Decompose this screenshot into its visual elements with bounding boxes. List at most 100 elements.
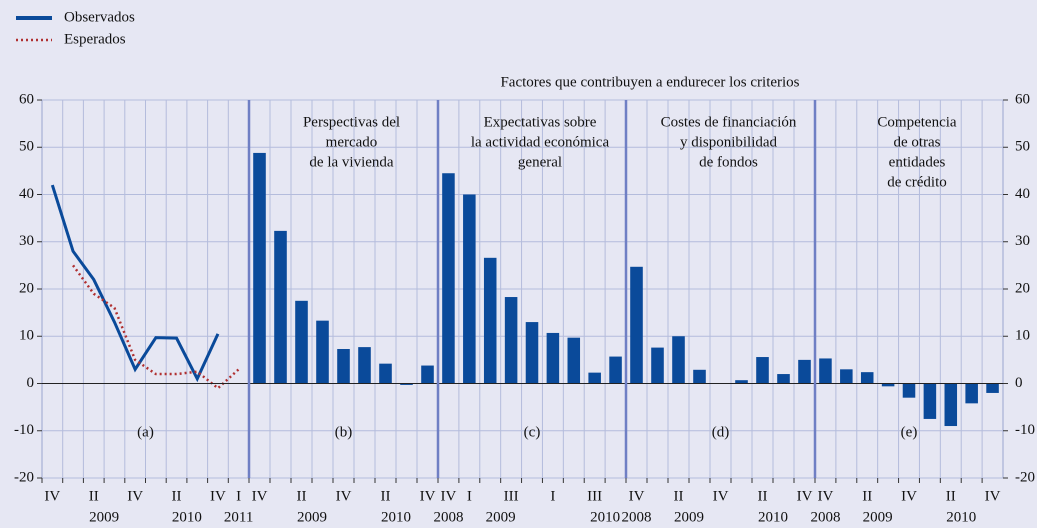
x-tick-label: I bbox=[236, 488, 241, 504]
panel-title: Costes de financiación bbox=[661, 114, 797, 130]
x-tick-label: IV bbox=[441, 488, 457, 504]
panel-title: de crédito bbox=[887, 174, 947, 190]
x-tick-label: IV bbox=[252, 488, 268, 504]
x-tick-label: IV bbox=[901, 488, 917, 504]
panel-label: (b) bbox=[335, 424, 353, 440]
x-tick-label: II bbox=[946, 488, 956, 504]
bar bbox=[735, 380, 748, 384]
bar bbox=[986, 383, 999, 393]
year-label: 2009 bbox=[297, 509, 327, 525]
y-tick-label: -20 bbox=[14, 469, 34, 485]
x-tick-label: IV bbox=[44, 488, 60, 504]
y-tick-label: 10 bbox=[19, 328, 34, 344]
bar bbox=[379, 363, 392, 384]
x-tick-label: IV bbox=[336, 488, 352, 504]
panel-label: (d) bbox=[712, 424, 730, 440]
panel-title: Perspectivas del bbox=[303, 114, 400, 130]
y-tick-label: 20 bbox=[19, 280, 34, 296]
y2-tick-label: 20 bbox=[1015, 280, 1030, 296]
bar bbox=[798, 359, 811, 384]
bar bbox=[965, 383, 978, 404]
bar bbox=[630, 266, 643, 384]
bar bbox=[337, 349, 350, 384]
x-tick-label: II bbox=[297, 488, 307, 504]
y2-tick-label: 10 bbox=[1015, 328, 1030, 344]
bar bbox=[860, 372, 874, 384]
x-tick-label: IV bbox=[629, 488, 645, 504]
bar bbox=[840, 369, 853, 384]
year-label: 2008 bbox=[622, 509, 652, 525]
y2-tick-label: 0 bbox=[1015, 375, 1023, 391]
panel-label: (e) bbox=[901, 424, 918, 440]
year-label: 2010 bbox=[590, 509, 620, 525]
bar bbox=[609, 356, 622, 384]
bar bbox=[777, 374, 790, 384]
panel-title: de fondos bbox=[699, 154, 758, 170]
bar bbox=[902, 383, 916, 398]
bar bbox=[504, 297, 518, 384]
x-tick-label: III bbox=[587, 488, 602, 504]
panel-title: Competencia bbox=[877, 114, 956, 130]
year-label: 2008 bbox=[810, 509, 840, 525]
bar bbox=[588, 372, 601, 384]
legend-label: Esperados bbox=[64, 31, 126, 47]
y-tick-label: 0 bbox=[27, 375, 35, 391]
bar bbox=[693, 369, 706, 384]
bar bbox=[483, 257, 497, 384]
x-tick-label: II bbox=[172, 488, 182, 504]
year-label: 2010 bbox=[758, 509, 788, 525]
year-label: 2008 bbox=[433, 509, 463, 525]
bar bbox=[442, 173, 455, 384]
bar bbox=[819, 358, 832, 384]
year-label: 2009 bbox=[89, 509, 119, 525]
year-label: 2010 bbox=[946, 509, 976, 525]
x-tick-label: III bbox=[504, 488, 519, 504]
bar bbox=[421, 365, 434, 384]
y-tick-label: 40 bbox=[19, 186, 34, 202]
x-tick-label: IV bbox=[713, 488, 729, 504]
year-label: 2011 bbox=[224, 509, 253, 525]
bar bbox=[295, 300, 308, 384]
y-tick-label: 50 bbox=[19, 139, 34, 155]
bar bbox=[923, 383, 937, 419]
panel-label: (c) bbox=[524, 424, 541, 440]
year-label: 2009 bbox=[863, 509, 893, 525]
x-tick-label: IV bbox=[127, 488, 143, 504]
panel-title: general bbox=[518, 154, 562, 170]
x-tick-label: IV bbox=[797, 488, 813, 504]
bar bbox=[651, 347, 664, 384]
series-line bbox=[72, 264, 240, 390]
bar bbox=[463, 194, 476, 384]
y-tick-label: -10 bbox=[14, 422, 34, 438]
x-tick-label: IV bbox=[985, 488, 1001, 504]
panel-title: y disponibilidad bbox=[680, 134, 778, 150]
bar bbox=[253, 152, 266, 384]
bar bbox=[400, 383, 413, 385]
year-label: 2010 bbox=[381, 509, 411, 525]
panel-title: de la vivienda bbox=[309, 154, 393, 170]
year-label: 2010 bbox=[172, 509, 202, 525]
bar bbox=[525, 322, 539, 384]
bar bbox=[567, 337, 581, 384]
legend-label: Observados bbox=[64, 9, 135, 25]
x-tick-label: IV bbox=[210, 488, 226, 504]
bar bbox=[756, 357, 769, 384]
bar bbox=[274, 230, 287, 384]
x-tick-label: II bbox=[862, 488, 872, 504]
y-tick-label: 30 bbox=[19, 233, 34, 249]
bar bbox=[316, 320, 329, 384]
series-line bbox=[50, 184, 220, 383]
y2-tick-label: 50 bbox=[1015, 139, 1030, 155]
bar bbox=[944, 383, 958, 427]
chart-title: Factores que contribuyen a endurecer los… bbox=[500, 74, 799, 90]
x-tick-label: II bbox=[381, 488, 391, 504]
x-tick-label: I bbox=[550, 488, 555, 504]
x-tick-label: IV bbox=[420, 488, 436, 504]
bar bbox=[546, 332, 560, 384]
x-tick-label: II bbox=[674, 488, 684, 504]
y2-tick-label: 40 bbox=[1015, 186, 1030, 202]
y2-tick-label: 30 bbox=[1015, 233, 1030, 249]
bar bbox=[358, 347, 371, 384]
bar bbox=[881, 383, 895, 387]
